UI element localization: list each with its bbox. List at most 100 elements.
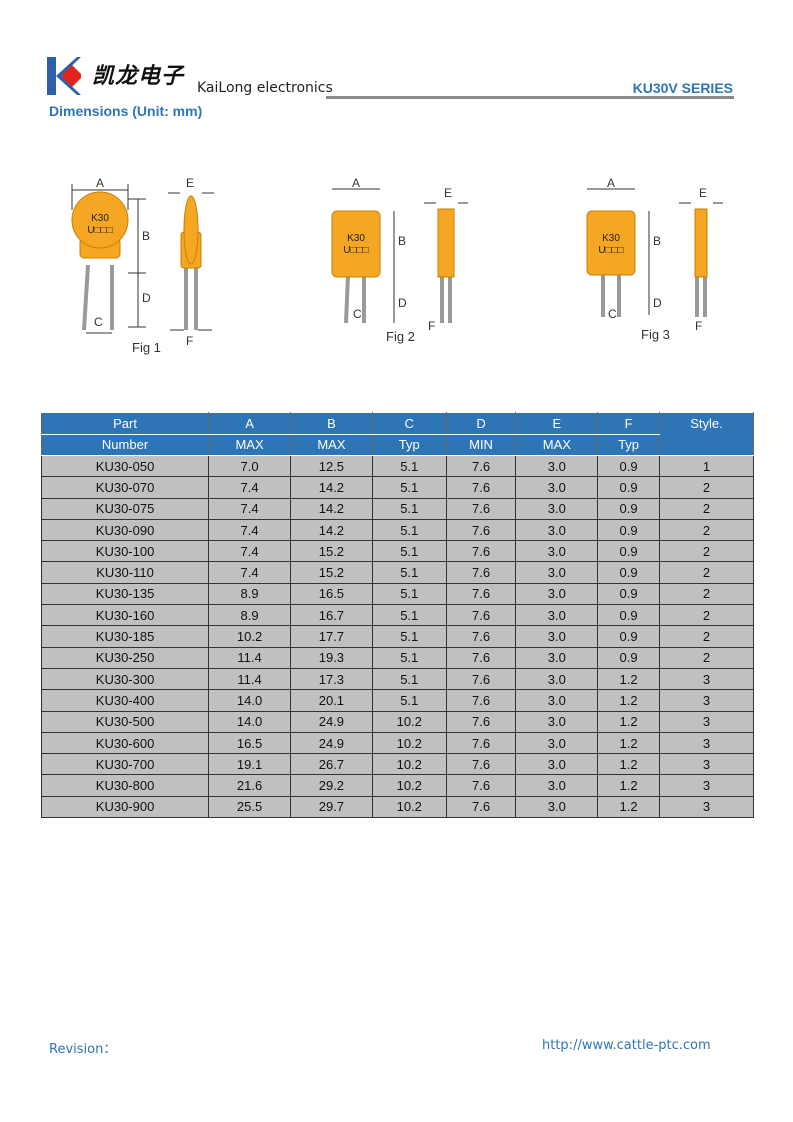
table-cell: 20.1 [289, 689, 373, 712]
table-cell: 16.5 [289, 582, 373, 606]
svg-text:K30: K30 [347, 233, 365, 244]
table-row: KU30-160 8.9 16.7 5.1 7.6 3.0 0.9 2 [40, 604, 755, 627]
svg-text:F: F [428, 319, 435, 333]
table-cell: 17.3 [289, 667, 373, 691]
table-row: KU30-700 19.1 26.7 10.2 7.6 3.0 1.2 3 [40, 753, 755, 776]
table-cell: 3.0 [515, 540, 599, 563]
table-cell: 7.6 [445, 646, 517, 669]
table-cell: 3.0 [515, 774, 599, 797]
svg-text:F: F [186, 334, 193, 348]
svg-text:E: E [699, 186, 707, 200]
svg-text:D: D [398, 296, 407, 310]
table-cell: 3 [658, 753, 755, 776]
marking-text: K30 [91, 213, 109, 224]
table-cell: 7.6 [445, 689, 517, 712]
table-row: KU30-300 11.4 17.3 5.1 7.6 3.0 1.2 3 [40, 667, 755, 691]
table-cell: 7.6 [445, 710, 517, 733]
table-cell: 21.6 [208, 774, 291, 797]
table-cell: 8.9 [208, 582, 291, 606]
part-number-cell: KU30-090 [40, 518, 210, 542]
table-cell: 3 [658, 774, 755, 797]
column-header: C [371, 412, 447, 435]
table-cell: 7.6 [445, 561, 517, 584]
table-cell: 3 [658, 689, 755, 712]
table-cell: 7.4 [208, 497, 291, 520]
table-cell: 3.0 [515, 710, 599, 733]
table-cell: 2 [658, 476, 755, 499]
table-cell: 5.1 [371, 689, 447, 712]
table-cell: 10.2 [371, 731, 447, 755]
table-row: KU30-070 7.4 14.2 5.1 7.6 3.0 0.9 2 [40, 476, 755, 499]
table-row: KU30-050 7.0 12.5 5.1 7.6 3.0 0.9 1 [40, 454, 755, 478]
table-cell: 7.4 [208, 561, 291, 584]
table-cell: 7.6 [445, 795, 517, 819]
column-header: E [515, 412, 599, 435]
table-cell: 1.2 [597, 753, 660, 776]
table-cell: 5.1 [371, 540, 447, 563]
table-cell: 7.6 [445, 625, 517, 648]
table-cell: 7.6 [445, 497, 517, 520]
part-number-cell: KU30-100 [40, 540, 210, 563]
figure-1-drawing: K30 U□□□ A B C D E F Fig 1 [71, 176, 214, 355]
table-cell: 3.0 [515, 518, 599, 542]
table-row: KU30-600 16.5 24.9 10.2 7.6 3.0 1.2 3 [40, 731, 755, 755]
table-cell: 3.0 [515, 753, 599, 776]
table-cell: 7.6 [445, 753, 517, 776]
table-cell: 3 [658, 731, 755, 755]
part-number-cell: KU30-110 [40, 561, 210, 584]
figure-2-label: Fig 2 [386, 329, 415, 344]
table-cell: 0.9 [597, 497, 660, 520]
table-cell: 17.7 [289, 625, 373, 648]
table-cell: 19.1 [208, 753, 291, 776]
column-header: B [289, 412, 373, 435]
table-cell: 14.0 [208, 689, 291, 712]
table-cell: 3.0 [515, 689, 599, 712]
table-cell: 14.2 [289, 497, 373, 520]
svg-text:D: D [142, 291, 151, 305]
footer-url-link[interactable]: http://www.cattle-ptc.com [542, 1038, 711, 1053]
svg-text:C: C [353, 307, 362, 321]
svg-text:D: D [653, 296, 662, 310]
table-cell: 10.2 [208, 625, 291, 648]
table-cell: 5.1 [371, 518, 447, 542]
table-cell: 0.9 [597, 540, 660, 563]
table-row: KU30-110 7.4 15.2 5.1 7.6 3.0 0.9 2 [40, 561, 755, 584]
table-cell: 3.0 [515, 476, 599, 499]
table-cell: 15.2 [289, 540, 373, 563]
table-cell: 2 [658, 518, 755, 542]
table-cell: 3 [658, 710, 755, 733]
figure-3-drawing: K30 U□□□ A B C D E F Fig 3 [586, 176, 723, 342]
table-row: KU30-075 7.4 14.2 5.1 7.6 3.0 0.9 2 [40, 497, 755, 520]
table-cell: 3.0 [515, 454, 599, 478]
svg-text:U□□□: U□□□ [598, 245, 623, 256]
table-cell: 16.5 [208, 731, 291, 755]
part-number-cell: KU30-600 [40, 731, 210, 755]
table-cell: 29.2 [289, 774, 373, 797]
table-cell: 7.6 [445, 540, 517, 563]
table-cell: 19.3 [289, 646, 373, 669]
table-row: KU30-185 10.2 17.7 5.1 7.6 3.0 0.9 2 [40, 625, 755, 648]
marking-text: U□□□ [87, 225, 112, 236]
part-number-cell: KU30-160 [40, 604, 210, 627]
table-cell: 3.0 [515, 625, 599, 648]
table-cell: 14.2 [289, 476, 373, 499]
table-cell: 29.7 [289, 795, 373, 819]
svg-text:K30: K30 [602, 233, 620, 244]
table-cell: 2 [658, 646, 755, 669]
table-cell: 1.2 [597, 667, 660, 691]
column-subheader: Number [40, 433, 210, 456]
column-header: D [445, 412, 517, 435]
table-cell: 7.4 [208, 476, 291, 499]
table-cell: 24.9 [289, 710, 373, 733]
table-header-row: Number MAX MAX Typ MIN MAX Typ [40, 433, 754, 456]
table-cell: 1.2 [597, 689, 660, 712]
series-title: KU30V SERIES [632, 80, 733, 96]
table-cell: 24.9 [289, 731, 373, 755]
part-number-cell: KU30-900 [40, 795, 210, 819]
svg-text:C: C [94, 315, 103, 329]
table-header-row: Part A B C D E F Style. [40, 412, 755, 456]
table-cell: 14.0 [208, 710, 291, 733]
svg-text:E: E [444, 186, 452, 200]
table-cell: 25.5 [208, 795, 291, 819]
